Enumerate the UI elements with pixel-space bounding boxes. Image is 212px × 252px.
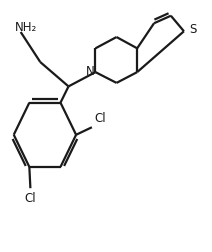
Text: NH₂: NH₂ — [14, 20, 37, 34]
Text: S: S — [189, 23, 197, 36]
Text: N: N — [86, 65, 95, 78]
Text: Cl: Cl — [94, 112, 106, 125]
Text: Cl: Cl — [25, 192, 36, 205]
